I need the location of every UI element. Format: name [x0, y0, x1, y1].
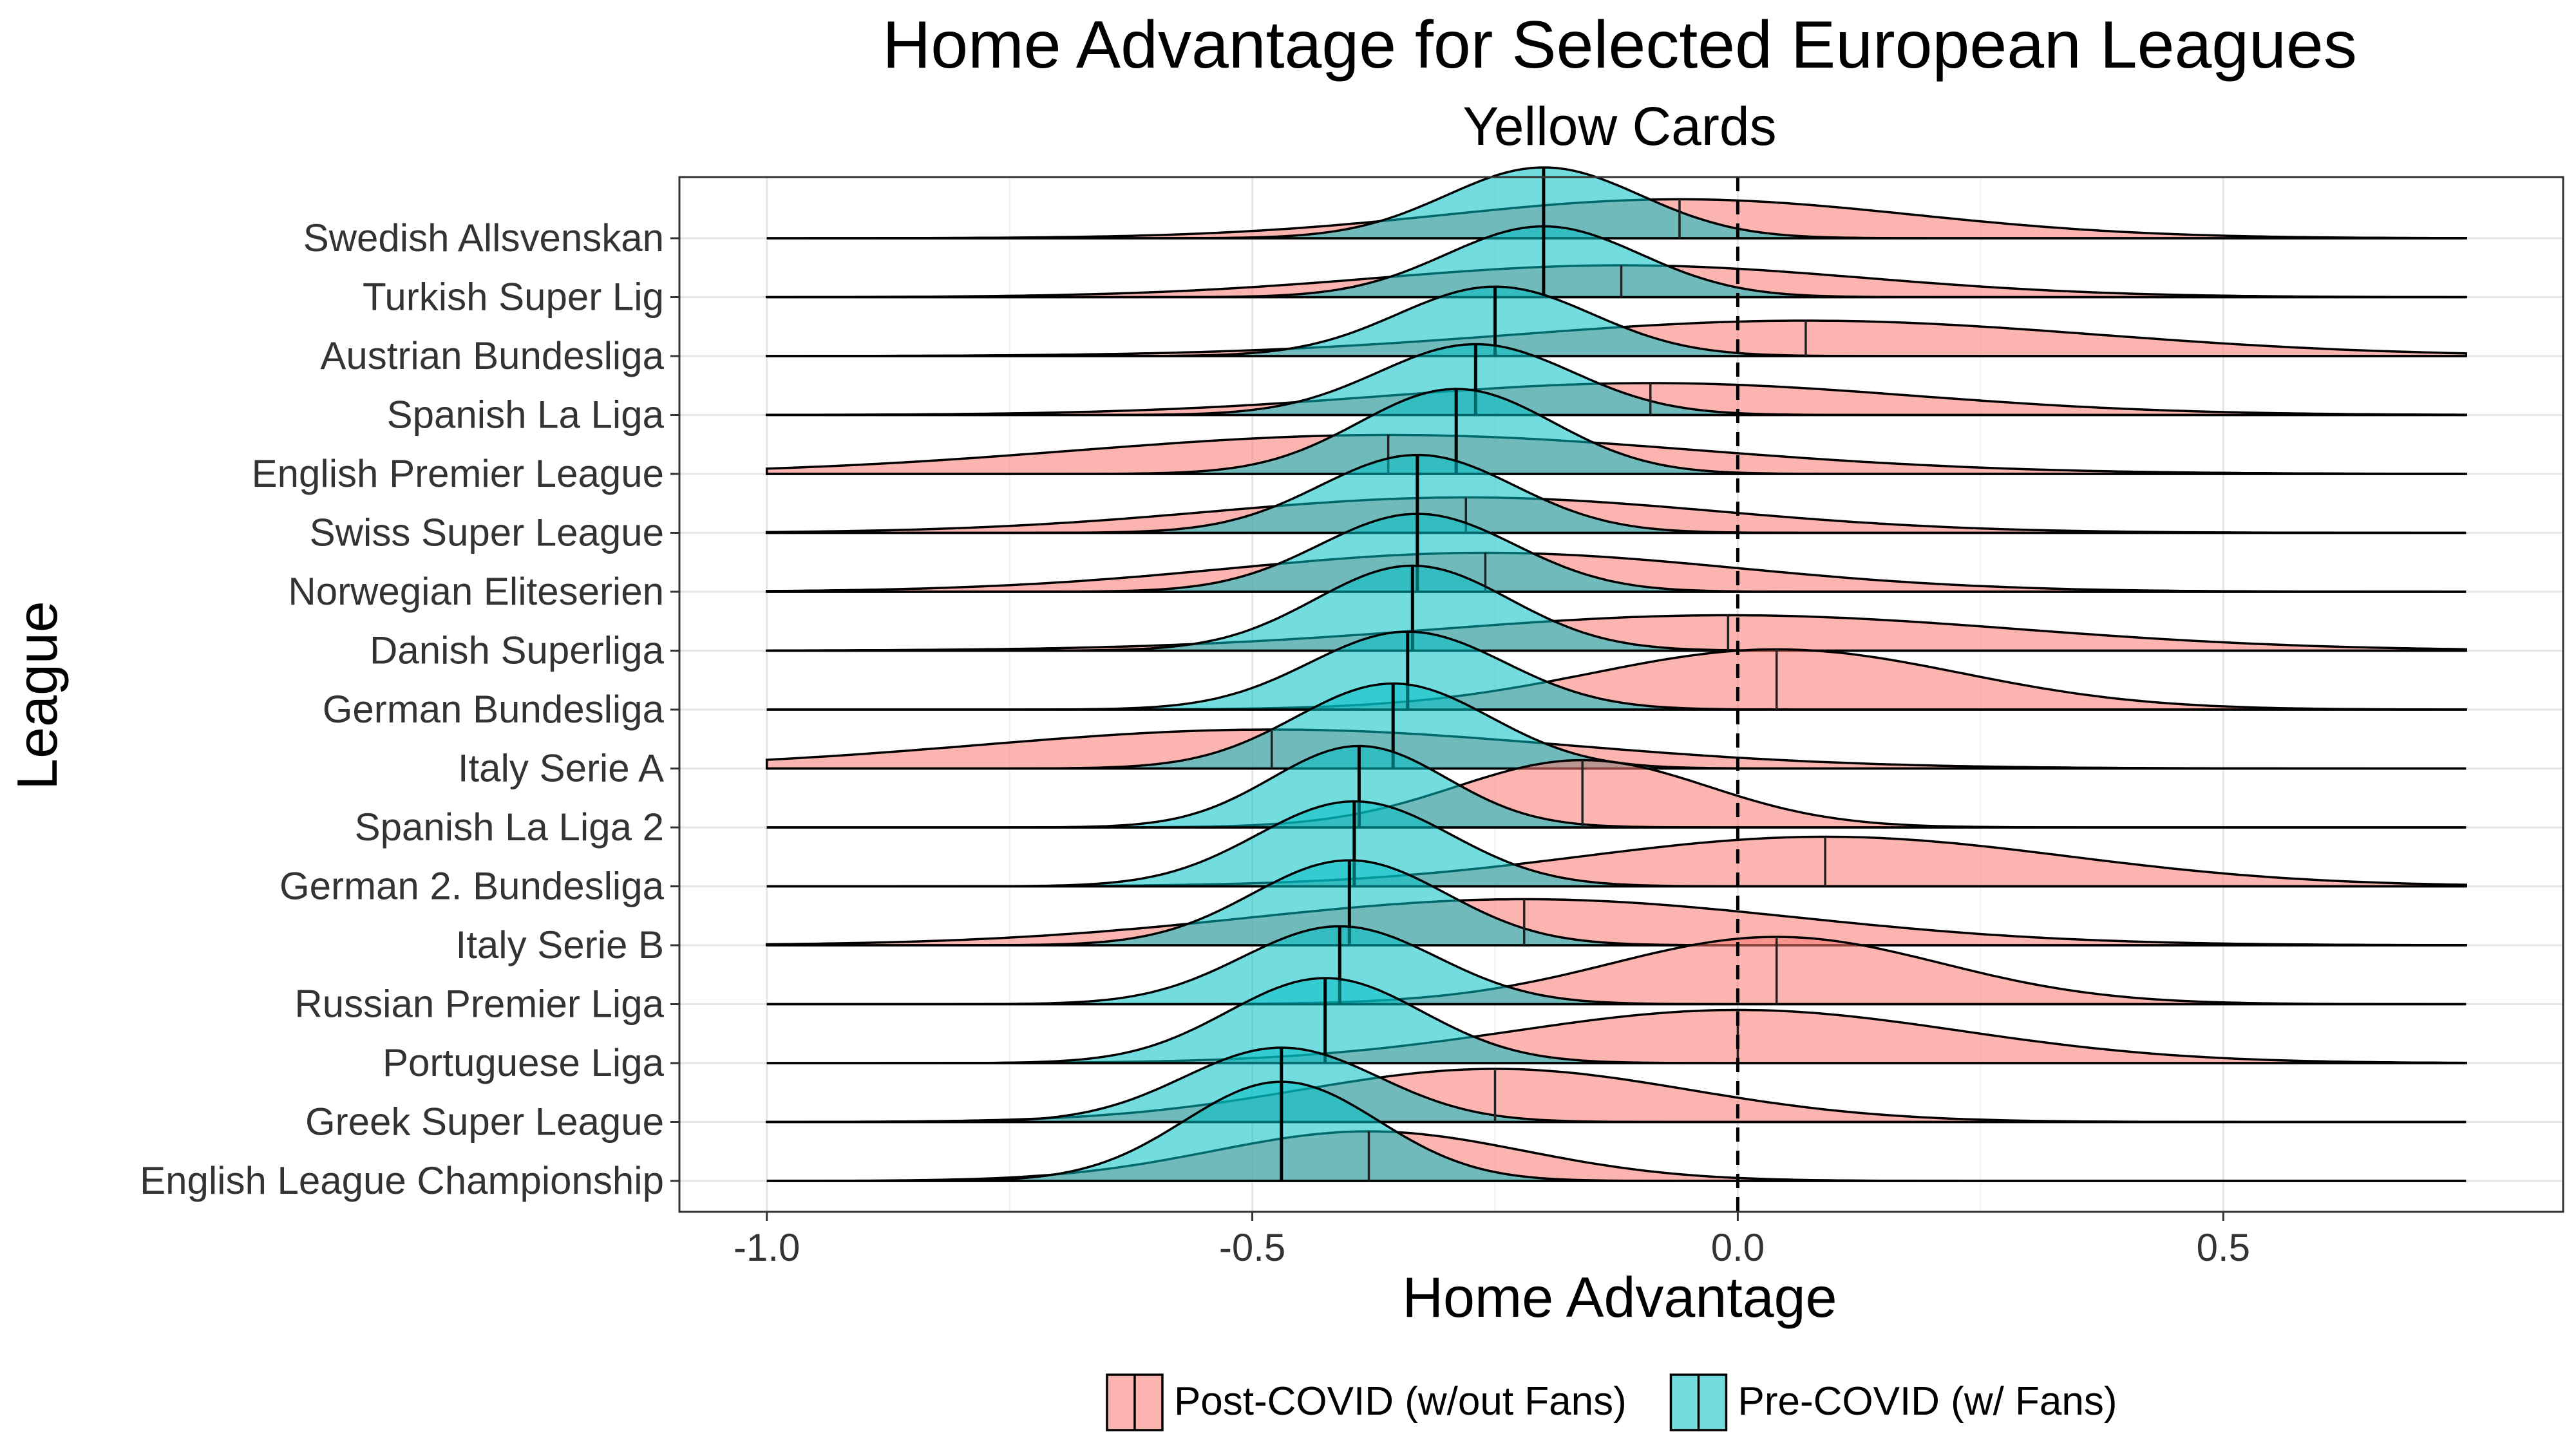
ridge-row-10 [766, 744, 2467, 829]
density-pre-3 [766, 343, 2467, 417]
ridge-row-6 [765, 513, 2467, 593]
density-pre-14 [766, 977, 2467, 1064]
ridge-row-0 [766, 166, 2467, 240]
chart-subtitle: Yellow Cards [1463, 96, 1776, 156]
density-pre-8 [766, 630, 2467, 711]
y-tick-label-5: Swiss Super League [310, 511, 664, 554]
y-tick-label-12: Italy Serie B [456, 923, 664, 966]
chart-title: Home Advantage for Selected European Lea… [882, 8, 2357, 82]
density-pre-2 [766, 285, 2467, 357]
y-tick-label-6: Norwegian Eliteserien [288, 570, 664, 613]
x-tick-label-1: -0.5 [1219, 1226, 1285, 1269]
ridges [765, 166, 2467, 1182]
density-pre-7 [766, 564, 2467, 652]
legend-item-0: Post-COVID (w/out Fans) [1106, 1373, 1627, 1431]
x-tick-label-0: -1.0 [734, 1226, 800, 1269]
ridge-row-16 [766, 1080, 2467, 1182]
y-tick-label-10: Spanish La Liga 2 [355, 806, 664, 849]
legend-label-1: Pre-COVID (w/ Fans) [1738, 1379, 2117, 1424]
density-pre-13 [766, 925, 2467, 1006]
y-tick-label-11: German 2. Bundesliga [279, 865, 665, 908]
ridge-row-12 [765, 859, 2467, 947]
y-axis-labels: Swedish Allsvenskan Turkish Super Lig Aust… [140, 216, 679, 1202]
ridge-row-14 [766, 977, 2467, 1064]
density-post-7 [765, 614, 2467, 652]
x-tick-label-2: 0.0 [1711, 1226, 1765, 1269]
ridge-row-7 [765, 564, 2467, 652]
y-tick-label-9: Italy Serie A [458, 747, 664, 790]
density-pre-0 [766, 166, 2467, 240]
ridge-row-4 [765, 388, 2467, 475]
y-tick-label-1: Turkish Super Lig [363, 276, 664, 319]
density-pre-4 [766, 388, 2467, 475]
legend-label-0: Post-COVID (w/out Fans) [1174, 1379, 1627, 1424]
ridge-row-15 [765, 1046, 2467, 1124]
y-tick-label-4: English Premier League [252, 452, 664, 495]
x-tick-label-3: 0.5 [2197, 1226, 2250, 1269]
legend: Post-COVID (w/out Fans) Pre-COVID (w/ Fan… [1106, 1373, 2117, 1431]
ridge-row-1 [765, 225, 2467, 299]
y-tick-label-13: Russian Premier Liga [294, 983, 664, 1026]
ridge-row-13 [766, 925, 2467, 1006]
ridge-row-5 [765, 453, 2467, 534]
panel-border [678, 176, 2564, 1213]
density-pre-15 [766, 1046, 2467, 1124]
ridge-row-2 [765, 285, 2467, 357]
y-tick-label-16: English League Championship [140, 1159, 664, 1202]
y-tick-label-3: Spanish La Liga [387, 393, 665, 437]
ridge-row-8 [766, 630, 2467, 711]
y-tick-label-2: Austrian Bundesliga [320, 334, 664, 377]
legend-item-1: Pre-COVID (w/ Fans) [1669, 1373, 2117, 1431]
density-pre-12 [766, 859, 2467, 947]
y-axis-title: League [5, 601, 69, 790]
x-axis-title: Home Advantage [1402, 1265, 1837, 1329]
density-pre-16 [766, 1080, 2467, 1182]
density-pre-10 [766, 744, 2467, 829]
density-pre-11 [766, 800, 2467, 888]
y-tick-label-14: Portuguese Liga [383, 1041, 665, 1084]
y-tick-label-7: Danish Superliga [370, 629, 665, 672]
density-pre-1 [766, 225, 2467, 299]
y-tick-label-8: German Bundesliga [323, 688, 665, 731]
y-tick-label-0: Swedish Allsvenskan [303, 216, 664, 259]
density-pre-5 [766, 453, 2467, 534]
density-pre-6 [766, 513, 2467, 593]
x-axis-labels: -1.0 -0.5 0.0 0.5 [734, 1212, 2250, 1269]
y-tick-label-15: Greek Super League [305, 1100, 664, 1144]
